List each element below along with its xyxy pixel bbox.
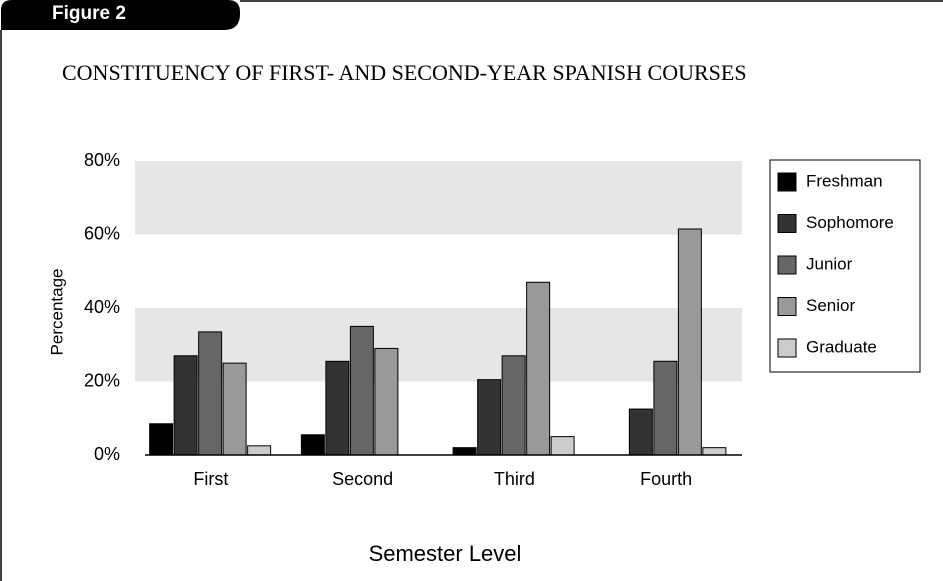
bar — [222, 362, 247, 456]
legend-label: Graduate — [806, 337, 877, 356]
figure-tab — [1, 0, 240, 30]
y-tick-label: 20% — [84, 370, 120, 390]
x-axis-label: Semester Level — [369, 541, 522, 566]
bar — [677, 228, 702, 456]
bar — [477, 379, 502, 456]
legend-label: Sophomore — [806, 213, 894, 232]
y-tick-label: 0% — [94, 444, 120, 464]
x-tick-label: Second — [332, 469, 393, 489]
legend-box — [769, 159, 921, 373]
y-tick-label: 80% — [84, 150, 120, 170]
bar — [325, 360, 350, 456]
x-tick-label: Fourth — [640, 469, 692, 489]
bar — [149, 423, 174, 456]
bar — [452, 447, 477, 456]
grid-band — [135, 161, 742, 235]
bar — [702, 447, 727, 456]
y-axis-label: Percentage — [47, 269, 66, 356]
legend-swatch — [777, 172, 797, 192]
legend-swatch — [777, 297, 797, 316]
bar — [173, 355, 198, 456]
legend-label: Freshman — [806, 171, 883, 190]
legend-label: Junior — [806, 254, 853, 273]
bar — [198, 331, 223, 456]
bar — [628, 408, 653, 456]
x-tick-label: First — [193, 469, 228, 489]
legend-label: Senior — [806, 296, 855, 315]
bar — [374, 347, 399, 456]
legend-swatch — [777, 255, 797, 275]
bar — [526, 281, 551, 456]
figure-label: Figure 2 — [52, 3, 126, 24]
bar — [247, 445, 272, 456]
bar — [349, 325, 374, 456]
legend-swatch — [777, 338, 797, 358]
y-tick-label: 60% — [84, 223, 120, 243]
y-tick-label: 40% — [84, 297, 120, 317]
legend-swatch — [777, 214, 797, 233]
bar — [550, 436, 575, 456]
x-tick-label: Third — [494, 469, 535, 489]
chart-title: CONSTITUENCY OF FIRST- AND SECOND-YEAR S… — [62, 60, 747, 85]
bar — [653, 360, 678, 456]
bar — [300, 434, 325, 456]
bar — [501, 355, 526, 456]
